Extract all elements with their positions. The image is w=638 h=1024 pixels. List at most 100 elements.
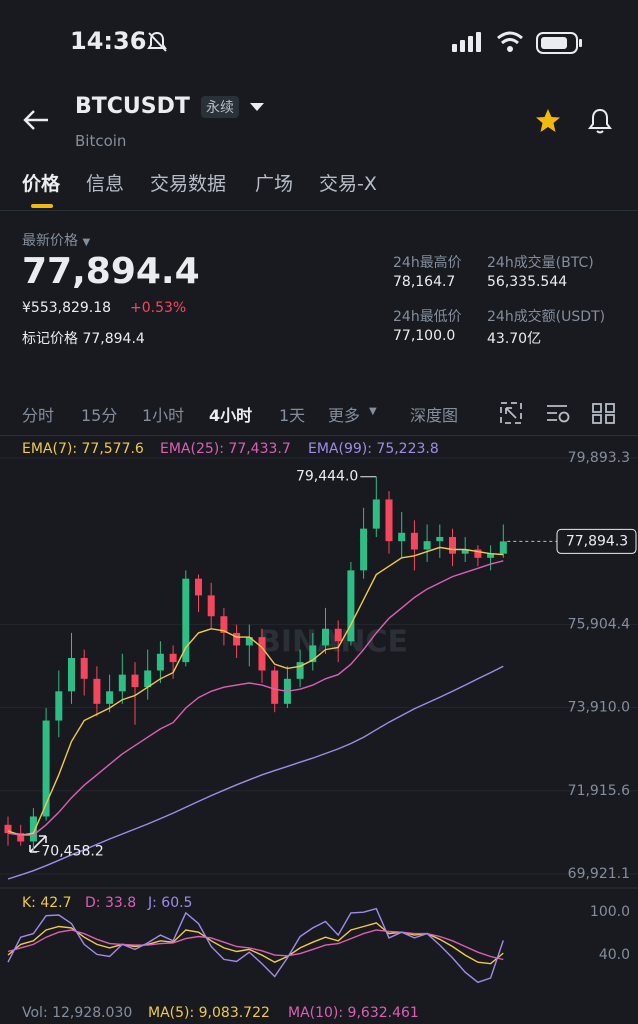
interval[interactable]: 15分: [81, 406, 118, 425]
candle-body: [499, 541, 507, 554]
candle-body: [461, 549, 469, 554]
low-label: 70,458.2: [41, 844, 103, 860]
y-tick-label: 75,904.4: [568, 616, 630, 632]
chart-tools[interactable]: [498, 400, 628, 426]
alert-button[interactable]: [587, 107, 613, 135]
candle-body: [118, 674, 126, 692]
stat-label: 24h成交额(USDT): [487, 309, 606, 325]
interval[interactable]: 4小时: [209, 406, 253, 425]
indicator-line: [7, 907, 504, 984]
y-tick-label: 40.0: [599, 947, 630, 963]
y-tick-label: 100.0: [590, 904, 630, 920]
candle-body: [144, 670, 152, 688]
candle-body: [233, 632, 241, 646]
candle-body: [17, 833, 25, 842]
symbol[interactable]: BTCUSDT: [75, 94, 190, 119]
legend-entry: EMA(25): 77,433.7: [160, 441, 291, 457]
volume-legend: MA(5): 9,083.722: [148, 1005, 270, 1021]
stat-label: 24h成交量(BTC): [487, 255, 594, 271]
stat-value: 43.70亿: [487, 331, 542, 347]
candle-body: [474, 549, 482, 558]
last-price: 77,894.4: [22, 251, 200, 292]
favorite-button[interactable]: [534, 107, 562, 135]
mark-price: 77,894.4: [82, 331, 145, 347]
candle-body: [93, 678, 101, 704]
candle-body: [42, 720, 50, 817]
candle-body: [80, 657, 88, 679]
candle-body: [195, 578, 202, 596]
y-tick-label: 69,921.1: [568, 866, 630, 882]
back-button[interactable]: [22, 108, 50, 132]
legend-entry: K: 42.7: [22, 895, 72, 911]
last-price-tag: [556, 528, 637, 554]
stat-value: 56,335.544: [487, 274, 568, 290]
interval[interactable]: 1天: [279, 406, 306, 425]
legend-entry: EMA(99): 75,223.8: [308, 441, 439, 457]
contract-badge: 永续: [201, 96, 239, 118]
stat-value: 77,100.0: [393, 328, 456, 344]
legend-entry: EMA(7): 77,577.6: [22, 441, 144, 457]
legend-entry: D: 33.8: [85, 895, 136, 911]
indicator-line: [7, 560, 504, 836]
y-tick-label: 79,893.3: [568, 450, 630, 466]
candle-body: [271, 670, 279, 704]
interval[interactable]: 深度图: [410, 406, 459, 425]
candle-body: [436, 536, 444, 542]
indicator-line: [7, 665, 504, 880]
candle-body: [410, 532, 418, 550]
candle-body: [322, 628, 329, 646]
status-icons: [452, 31, 582, 54]
silent-icon: [147, 31, 167, 52]
candle-body: [385, 499, 393, 542]
high-label: 79,444.0: [296, 469, 358, 485]
candle-body: [487, 553, 495, 558]
candle-body: [334, 628, 342, 642]
candle-body: [156, 653, 164, 671]
candle-body: [372, 499, 380, 529]
candle-body: [169, 653, 177, 663]
divider: [0, 210, 638, 211]
candle-body: [347, 570, 355, 642]
candle-body: [131, 674, 139, 688]
candle-body: [68, 657, 75, 692]
interval[interactable]: 更多: [328, 406, 361, 425]
tab[interactable]: 价格: [22, 173, 61, 195]
indicator-line: [7, 546, 504, 836]
stat-value: 78,164.7: [393, 274, 456, 290]
candle-body: [207, 595, 215, 617]
tab-indicator: [31, 204, 53, 208]
y-tick-label: 71,915.6: [568, 783, 630, 799]
tab[interactable]: 信息: [86, 173, 125, 195]
tab[interactable]: 广场: [255, 173, 294, 195]
symbol-name: Bitcoin: [75, 132, 127, 150]
indicator-line: [7, 922, 504, 965]
divider: [0, 435, 638, 436]
cny-price: ¥553,829.18: [22, 300, 112, 316]
interval[interactable]: 分时: [22, 406, 55, 425]
candle-body: [423, 541, 431, 550]
symbol-dropdown[interactable]: [249, 101, 265, 113]
more-arrow[interactable]: ▼: [369, 406, 377, 417]
candle-body: [245, 637, 253, 646]
candle-body: [309, 645, 317, 663]
indicator-line: [7, 929, 504, 961]
y-tick-label: 73,910.0: [568, 700, 630, 716]
candle-body: [220, 616, 228, 633]
tab[interactable]: 交易-X: [319, 173, 377, 195]
volume-legend: Vol: 12,928.030: [22, 1005, 133, 1021]
stat-label: 24h最高价: [393, 255, 462, 271]
price-change: +0.53%: [130, 300, 187, 316]
stat-label: 24h最低价: [393, 309, 462, 325]
interval[interactable]: 1小时: [142, 406, 185, 425]
mark-price-label: 标记价格: [22, 331, 78, 347]
candle-body: [4, 824, 12, 834]
price-label-text: 最新价格: [22, 233, 78, 249]
candle-body: [55, 691, 63, 721]
status-time: 14:36: [70, 27, 147, 55]
candle-body: [398, 532, 406, 542]
tab[interactable]: 交易数据: [150, 173, 227, 195]
watermark: BINANCE: [258, 625, 408, 660]
volume-legend: MA(10): 9,632.461: [288, 1005, 419, 1021]
mark-price-row: 标记价格 77,894.4: [22, 328, 145, 348]
